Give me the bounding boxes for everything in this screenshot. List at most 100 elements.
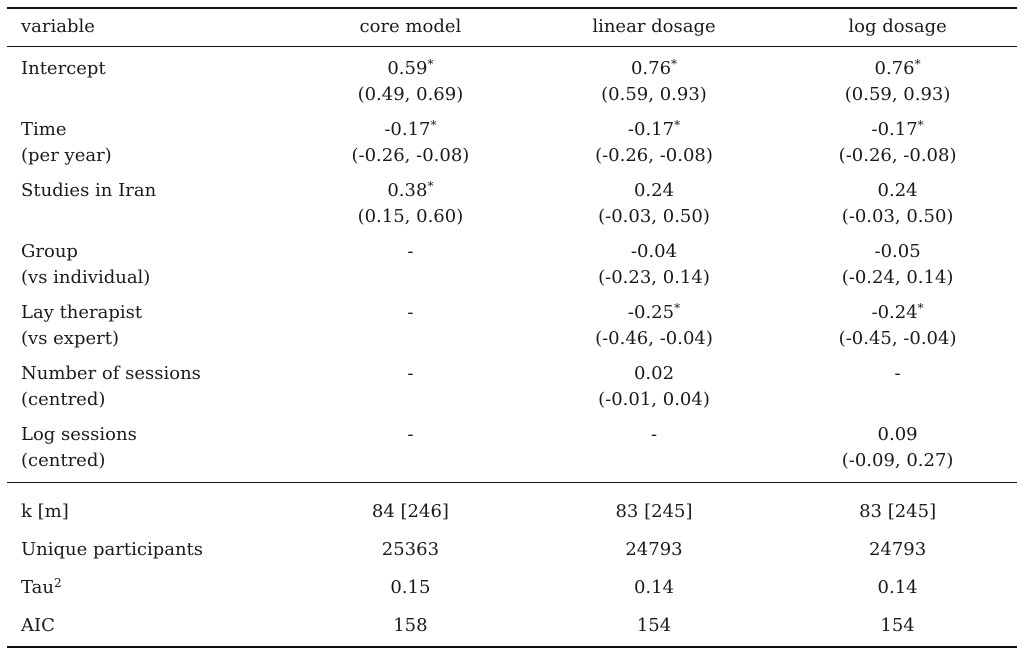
estimate-line: 0.24: [788, 178, 1007, 204]
statistic-value: 24793: [868, 539, 927, 560]
estimate-cell: -: [530, 417, 778, 483]
table-row: Tau2 0.15 0.14 0.14: [7, 569, 1017, 607]
confidence-interval: (-0.03, 0.50): [598, 206, 710, 227]
significance-marker: *: [914, 57, 921, 71]
confidence-interval: [301, 387, 520, 413]
variable-cell: Log sessions (centred): [7, 417, 291, 483]
estimate-line: 0.76*: [788, 56, 1007, 82]
estimate-value: -0.04: [630, 241, 678, 262]
variable-note: (vs individual): [21, 267, 151, 288]
header-log-dosage: log dosage: [778, 7, 1017, 47]
estimate-line: -0.04: [540, 239, 768, 265]
confidence-interval: (-0.26, -0.08): [351, 145, 470, 166]
variable-name: Time: [21, 119, 67, 140]
estimate-line: -: [301, 239, 520, 265]
estimate-cell: -: [291, 234, 530, 295]
statistic-cell: Unique participants: [7, 531, 291, 569]
estimate-cell: -0.17* (-0.26, -0.08): [778, 112, 1017, 173]
significance-marker: *: [674, 301, 681, 315]
regression-table: variable core model linear dosage log do…: [7, 7, 1017, 648]
significance-marker: *: [917, 118, 924, 132]
estimate-cell: 0.76* (0.59, 0.93): [778, 47, 1017, 113]
variable-cell: Group (vs individual): [7, 234, 291, 295]
estimate-cell: -0.17* (-0.26, -0.08): [530, 112, 778, 173]
statistic-value: 158: [291, 607, 530, 648]
table-row: Log sessions (centred) - - 0.09 (-0.09, 0.2…: [7, 417, 1017, 483]
estimate-line: -0.17*: [788, 117, 1007, 143]
variable-cell: Number of sessions (centred): [7, 356, 291, 417]
header-row: variable core model linear dosage log do…: [7, 7, 1017, 47]
variable-note: [21, 204, 281, 230]
estimate-value: 0.24: [633, 180, 675, 201]
significance-marker: *: [427, 57, 434, 71]
estimate-line: -0.17*: [540, 117, 768, 143]
header-linear-dosage: linear dosage: [529, 7, 779, 47]
estimate-cell: -0.17* (-0.26, -0.08): [291, 112, 530, 173]
variable-name: Log sessions: [21, 424, 137, 445]
confidence-interval: (-0.46, -0.04): [595, 328, 713, 349]
estimate-cell: -0.05 (-0.24, 0.14): [778, 234, 1017, 295]
estimate-cell: 0.59* (0.49, 0.69): [291, 47, 530, 113]
table-row: Intercept 0.59* (0.49, 0.69) 0.76* (0.59, 0…: [7, 47, 1017, 113]
estimate-value: 0.76: [630, 58, 672, 79]
confidence-interval: [301, 265, 520, 291]
estimate-value: 0.76: [874, 58, 915, 79]
variable-note: (vs expert): [21, 328, 119, 349]
variable-name: Lay therapist: [21, 302, 143, 323]
confidence-interval: (-0.23, 0.14): [598, 267, 710, 288]
confidence-interval: [301, 326, 520, 352]
table-row: Time (per year) -0.17* (-0.26, -0.08) -0.17*…: [7, 112, 1017, 173]
confidence-interval: (0.59, 0.93): [601, 84, 707, 105]
statistic-value: 83 [245]: [529, 482, 779, 531]
significance-marker: *: [674, 118, 681, 132]
variable-cell: Studies in Iran: [7, 173, 291, 234]
estimate-line: 0.24: [540, 178, 768, 204]
confidence-interval: [540, 448, 768, 474]
estimate-value: 0.24: [877, 180, 918, 201]
variable-name: Number of sessions: [21, 363, 201, 384]
estimate-cell: 0.02 (-0.01, 0.04): [530, 356, 778, 417]
estimate-cell: 0.24 (-0.03, 0.50): [778, 173, 1017, 234]
estimate-value: 0.09: [877, 424, 918, 445]
estimate-value: 0.02: [633, 363, 675, 384]
confidence-interval: (0.15, 0.60): [357, 206, 464, 227]
header-core-model: core model: [291, 7, 530, 47]
estimate-value: -: [407, 363, 414, 384]
table-row: AIC 158 154 154: [7, 607, 1017, 648]
statistic-cell: k [m]: [7, 482, 291, 531]
significance-marker: *: [917, 301, 924, 315]
estimate-value: -0.17: [627, 119, 675, 140]
statistic-value: 84 [246]: [291, 482, 530, 531]
statistic-value: 83 [245]: [778, 482, 1017, 531]
statistic-name: AIC: [21, 615, 55, 636]
confidence-interval: (0.49, 0.69): [357, 84, 464, 105]
estimate-value: -: [650, 424, 658, 445]
header-variable: variable: [7, 7, 291, 47]
estimate-cell: -: [291, 295, 530, 356]
significance-marker: *: [430, 118, 437, 132]
statistic-cell: AIC: [7, 607, 291, 648]
estimate-value: 0.59: [387, 58, 428, 79]
estimate-line: -0.25*: [540, 300, 768, 326]
variable-note: (centred): [21, 450, 106, 471]
variable-name: Studies in Iran: [21, 180, 157, 201]
estimate-line: 0.38*: [301, 178, 520, 204]
estimate-line: -: [540, 422, 768, 448]
variable-note: (per year): [21, 145, 112, 166]
statistic-name: Unique participants: [21, 539, 204, 560]
statistic-name: Tau: [21, 577, 54, 598]
table-header: variable core model linear dosage log do…: [7, 7, 1017, 47]
estimate-cell: -0.04 (-0.23, 0.14): [530, 234, 778, 295]
confidence-interval: (0.59, 0.93): [844, 84, 951, 105]
variable-name: Group: [21, 241, 78, 262]
estimate-value: -0.17: [384, 119, 431, 140]
variable-note: [21, 82, 281, 108]
table-row: Unique participants 25363 24793 24793: [7, 531, 1017, 569]
confidence-interval: (-0.03, 0.50): [841, 206, 954, 227]
estimate-cell: -: [778, 356, 1017, 417]
table-row: Lay therapist (vs expert) - -0.25* (-0.46, …: [7, 295, 1017, 356]
statistic-value: 24793: [625, 539, 683, 560]
statistic-name: k [m]: [21, 501, 69, 522]
confidence-interval: (-0.09, 0.27): [841, 450, 954, 471]
